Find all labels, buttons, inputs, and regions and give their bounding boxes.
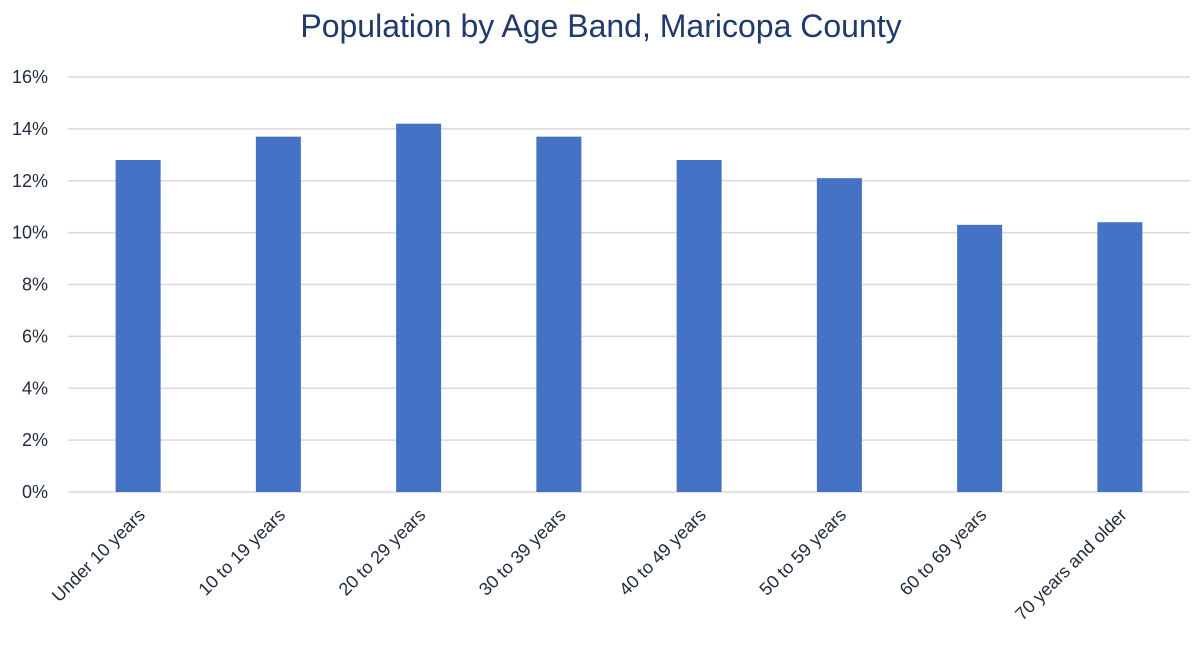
bar xyxy=(676,160,722,492)
x-category-label: 40 to 49 years xyxy=(615,505,710,600)
gridlines xyxy=(68,76,1190,493)
x-axis-labels: Under 10 years 10 to 19 years 20 to 29 yea… xyxy=(48,505,1131,625)
y-tick-label: 2% xyxy=(22,430,48,450)
y-tick-label: 14% xyxy=(12,119,48,139)
y-axis-ticks: 0% 2% 4% 6% 8% 10% 12% 14% 16% xyxy=(12,67,48,502)
x-category-label: Under 10 years xyxy=(48,505,149,606)
x-category-label: 10 to 19 years xyxy=(194,505,289,600)
bar xyxy=(255,136,301,492)
y-tick-label: 10% xyxy=(12,223,48,243)
x-category-label: 70 years and older xyxy=(1011,505,1131,625)
bar xyxy=(115,160,161,492)
bar xyxy=(1097,222,1143,492)
y-tick-label: 4% xyxy=(22,378,48,398)
x-category-label: 50 to 59 years xyxy=(755,505,850,600)
y-tick-label: 0% xyxy=(22,482,48,502)
bars xyxy=(115,123,1143,492)
y-tick-label: 6% xyxy=(22,326,48,346)
x-category-label: 60 to 69 years xyxy=(896,505,991,600)
bar xyxy=(957,224,1003,492)
bar xyxy=(536,136,582,492)
bar xyxy=(396,123,442,492)
bar xyxy=(816,178,862,492)
y-tick-label: 8% xyxy=(22,275,48,295)
y-tick-label: 16% xyxy=(12,67,48,87)
x-category-label: 30 to 39 years xyxy=(475,505,570,600)
y-tick-label: 12% xyxy=(12,171,48,191)
x-category-label: 20 to 29 years xyxy=(335,505,430,600)
chart-title: Population by Age Band, Maricopa County xyxy=(300,8,902,44)
